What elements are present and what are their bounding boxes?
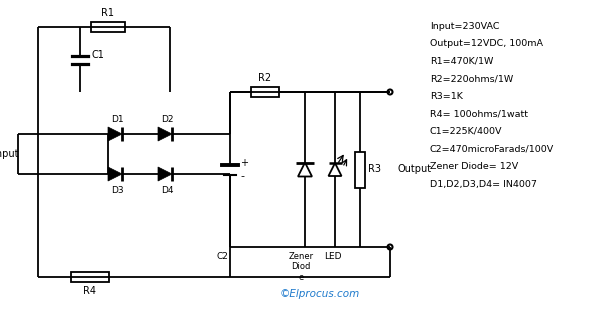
Text: Zener Diode= 12V: Zener Diode= 12V	[430, 162, 518, 171]
Text: C2=470microFarads/100V: C2=470microFarads/100V	[430, 144, 554, 154]
Text: R1: R1	[101, 8, 114, 18]
Text: LED: LED	[324, 252, 342, 261]
Polygon shape	[158, 167, 172, 181]
Text: C1: C1	[92, 51, 105, 61]
Text: D3: D3	[111, 186, 123, 195]
Bar	[91, 22, 125, 32]
Polygon shape	[108, 127, 122, 141]
Text: D4: D4	[160, 186, 173, 195]
Text: ©Elprocus.com: ©Elprocus.com	[280, 289, 360, 299]
Bar	[71, 272, 109, 282]
Text: -: -	[240, 172, 244, 182]
Text: Zener
Diod
e: Zener Diod e	[289, 252, 313, 282]
Text: R4= 100ohms/1watt: R4= 100ohms/1watt	[430, 110, 528, 119]
Text: R3: R3	[368, 164, 381, 174]
Text: R2: R2	[258, 73, 271, 83]
Bar	[355, 152, 365, 188]
Text: C2: C2	[216, 252, 228, 261]
Text: D1: D1	[111, 115, 123, 124]
Text: R4: R4	[84, 286, 97, 296]
Text: Input: Input	[0, 149, 18, 159]
Text: D1,D2,D3,D4= IN4007: D1,D2,D3,D4= IN4007	[430, 179, 537, 188]
Polygon shape	[108, 167, 122, 181]
Text: Input=230VAC: Input=230VAC	[430, 22, 500, 31]
Text: C1=225K/400V: C1=225K/400V	[430, 127, 503, 136]
Text: R2=220ohms/1W: R2=220ohms/1W	[430, 75, 513, 84]
Polygon shape	[158, 127, 172, 141]
Text: R1=470K/1W: R1=470K/1W	[430, 57, 493, 66]
Bar	[251, 87, 279, 97]
Text: Output: Output	[398, 164, 432, 174]
Text: R3=1K: R3=1K	[430, 92, 463, 101]
Text: Output=12VDC, 100mA: Output=12VDC, 100mA	[430, 40, 543, 48]
Text: D2: D2	[160, 115, 173, 124]
Text: +: +	[240, 158, 248, 168]
